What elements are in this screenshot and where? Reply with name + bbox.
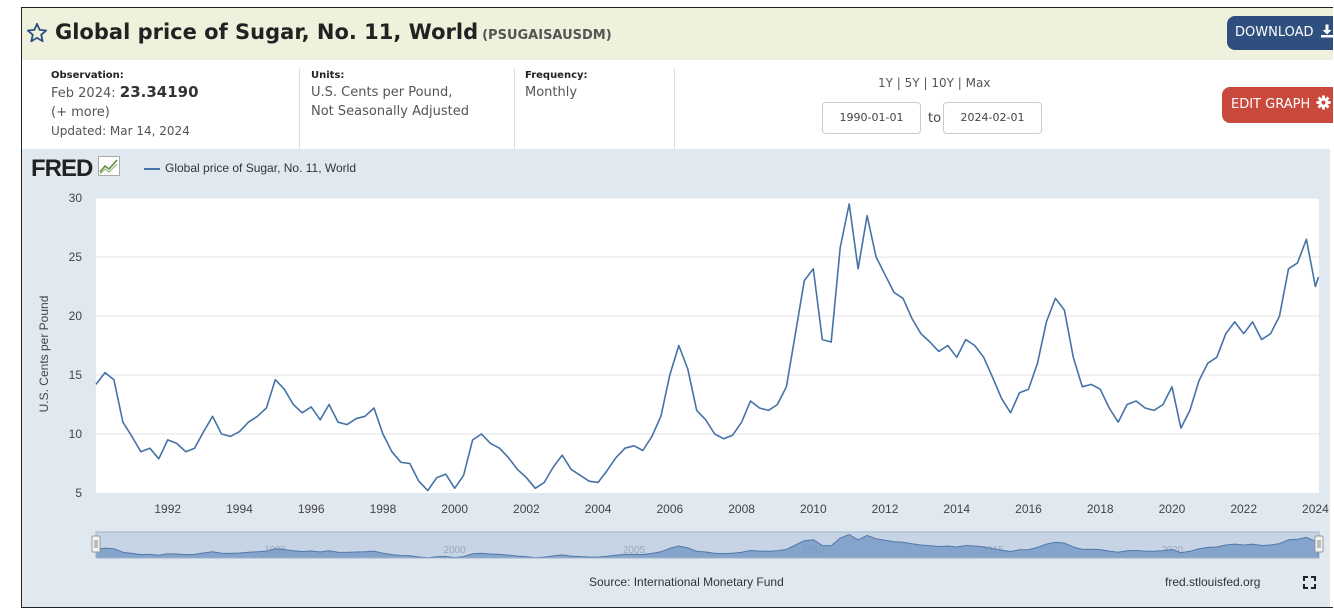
frequency-block: Frequency: Monthly <box>525 70 588 102</box>
x-tick-label: 2024 <box>1302 502 1329 516</box>
source-text: Source: International Monetary Fund <box>589 575 784 589</box>
download-label: DOWNLOAD <box>1235 25 1314 40</box>
divider <box>299 68 300 150</box>
range-selector: 1Y | 5Y | 10Y | Max <box>878 76 990 90</box>
observation-date: Feb 2024: <box>51 86 116 101</box>
fullscreen-icon[interactable] <box>1303 576 1316 589</box>
y-tick-label: 10 <box>69 427 83 441</box>
x-tick-label: 2008 <box>728 502 755 516</box>
range-sep: | <box>923 76 928 90</box>
divider <box>674 68 675 150</box>
chart-area: FRED Global price of Sugar, No. 11, Worl… <box>22 149 1330 607</box>
fred-logo: FRED <box>31 155 121 183</box>
x-tick-label: 2006 <box>656 502 683 516</box>
end-date-input[interactable]: 2024-02-01 <box>943 102 1042 134</box>
more-link[interactable]: (+ more) <box>51 105 110 120</box>
download-icon <box>1320 24 1333 38</box>
frequency-value: Monthly <box>525 85 578 100</box>
y-axis-label: U.S. Cents per Pound <box>37 296 51 413</box>
navigator-handle-right[interactable] <box>1314 535 1324 553</box>
y-tick-label: 5 <box>75 486 82 500</box>
navigator-handle-left[interactable] <box>91 535 101 553</box>
y-tick-label: 15 <box>69 368 83 382</box>
chart-logo-icon <box>98 156 121 176</box>
x-tick-label: 2020 <box>1159 502 1186 516</box>
x-tick-label: 2000 <box>441 502 468 516</box>
start-date-input[interactable]: 1990-01-01 <box>822 102 921 134</box>
range-5y[interactable]: 5Y <box>904 76 920 90</box>
x-tick-label: 2022 <box>1230 502 1257 516</box>
y-tick-label: 20 <box>69 309 83 323</box>
x-tick-label: 2010 <box>800 502 827 516</box>
title-bar: Global price of Sugar, No. 11, World (PSU… <box>22 8 1333 60</box>
edit-graph-button[interactable]: EDIT GRAPH <box>1222 87 1333 123</box>
x-tick-label: 2016 <box>1015 502 1042 516</box>
gear-icon <box>1316 95 1331 110</box>
range-1y[interactable]: 1Y <box>878 76 893 90</box>
x-tick-label: 1996 <box>298 502 325 516</box>
line-chart: U.S. Cents per Pound 5 10 15 20 25 30 1992 1994… <box>37 191 1329 559</box>
series-id: (PSUGAISAUSDM) <box>482 28 612 43</box>
range-10y[interactable]: 10Y <box>931 76 954 90</box>
series-line <box>95 203 1320 492</box>
units-block: Units: U.S. Cents per Pound, Not Seasona… <box>311 70 469 121</box>
graph-frame: Global price of Sugar, No. 11, World (PSU… <box>21 7 1333 608</box>
range-sep: | <box>896 76 901 90</box>
observation-block: Observation: Feb 2024: 23.34190 (+ more)… <box>51 70 199 141</box>
star-icon[interactable] <box>26 22 48 48</box>
x-tick-label: 2002 <box>513 502 540 516</box>
legend-swatch <box>144 167 160 170</box>
range-max[interactable]: Max <box>965 76 991 90</box>
navigator-tick-label: 2000 <box>444 545 467 556</box>
page-title: Global price of Sugar, No. 11, World (PSU… <box>55 20 612 44</box>
x-tick-label: 2004 <box>585 502 612 516</box>
y-tick-label: 25 <box>69 250 83 264</box>
units-line-2: Not Seasonally Adjusted <box>311 104 469 119</box>
site-link[interactable]: fred.stlouisfed.org <box>1165 575 1261 589</box>
to-label: to <box>928 111 942 126</box>
x-tick-label: 2012 <box>872 502 899 516</box>
observation-value: 23.34190 <box>119 83 199 101</box>
observation-label: Observation: <box>51 70 124 81</box>
x-tick-label: 1998 <box>370 502 397 516</box>
plot-background <box>96 198 1319 493</box>
x-tick-label: 2014 <box>943 502 970 516</box>
x-tick-label: 1992 <box>154 502 181 516</box>
fred-logo-text: FRED <box>31 155 93 182</box>
navigator-series <box>95 533 1319 559</box>
title-text: Global price of Sugar, No. 11, World <box>55 20 479 44</box>
units-line-1: U.S. Cents per Pound, <box>311 85 453 100</box>
y-tick-label: 30 <box>69 191 83 205</box>
updated-text: Updated: Mar 14, 2024 <box>51 124 190 138</box>
x-tick-label: 1994 <box>226 502 253 516</box>
frequency-label: Frequency: <box>525 70 588 81</box>
divider <box>514 68 515 150</box>
edit-graph-label: EDIT GRAPH <box>1231 97 1311 112</box>
range-sep: | <box>957 76 962 90</box>
chart-legend: Global price of Sugar, No. 11, World <box>144 161 356 175</box>
x-tick-label: 2018 <box>1087 502 1114 516</box>
download-button[interactable]: DOWNLOAD <box>1227 16 1333 50</box>
units-label: Units: <box>311 70 345 81</box>
legend-label: Global price of Sugar, No. 11, World <box>165 161 356 175</box>
navigator-tick-label: 2005 <box>623 545 646 556</box>
